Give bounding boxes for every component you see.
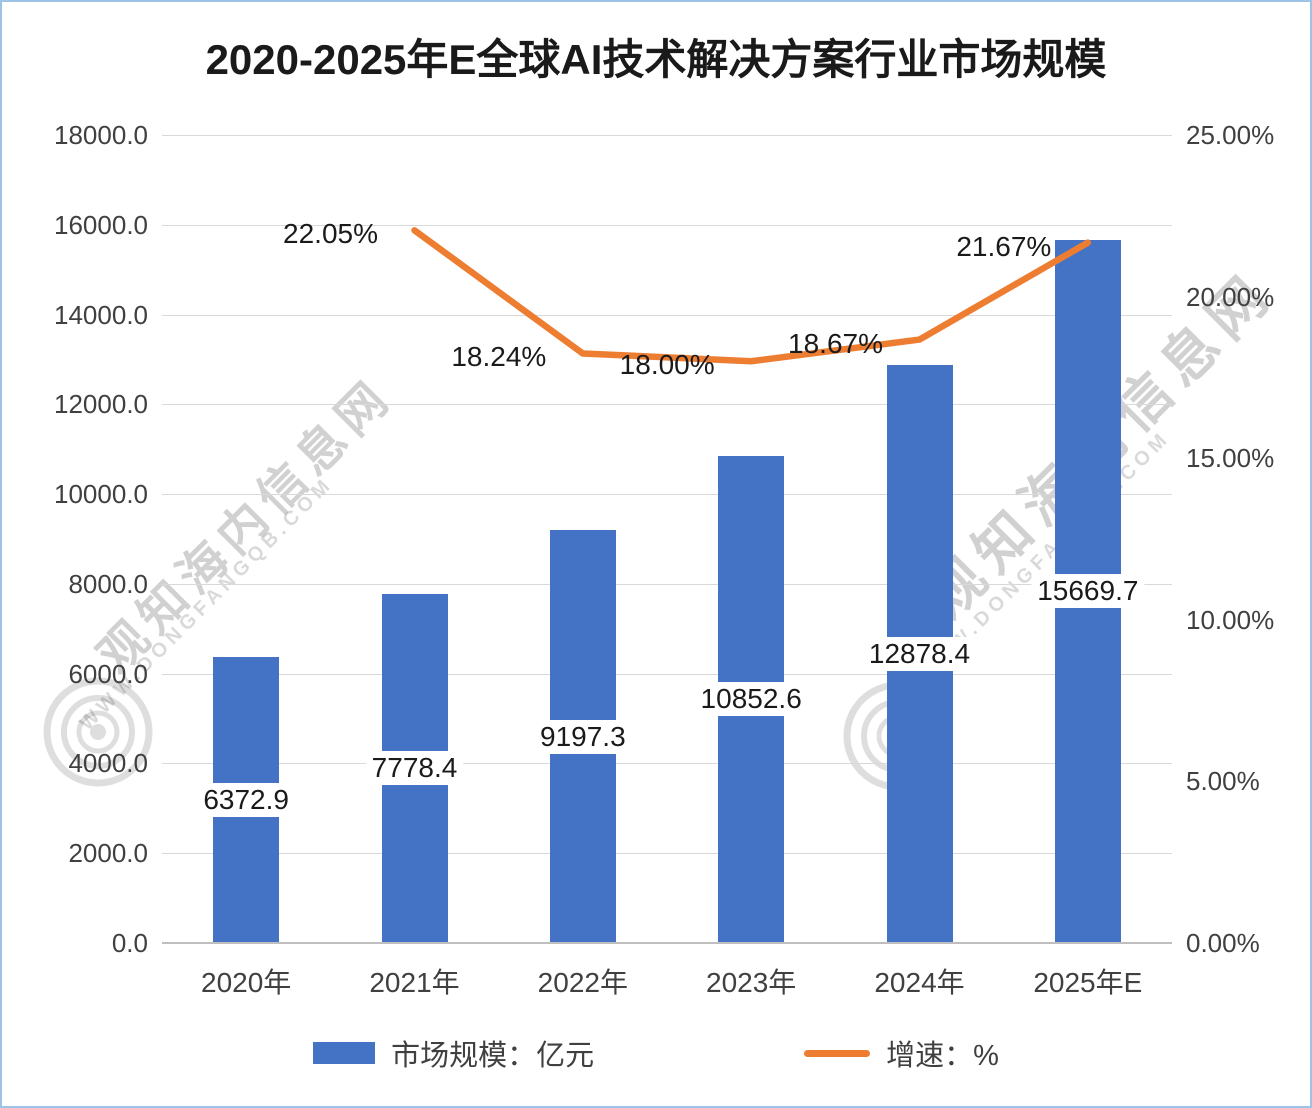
secondary-axis-tick-label: 20.00%	[1186, 281, 1275, 312]
gridline	[162, 224, 1172, 226]
gridline	[162, 404, 1172, 406]
bar-data-label: 10852.6	[694, 682, 808, 717]
line-series-swatch-icon	[804, 1049, 871, 1057]
secondary-axis-tick-label: 15.00%	[1186, 443, 1275, 474]
growth-line	[411, 227, 1092, 365]
secondary-axis-tick-label: 25.00%	[1186, 120, 1275, 150]
x-axis-category-label: 2024年	[874, 967, 965, 998]
x-axis-category-label: 2022年	[537, 967, 628, 998]
bar-series-swatch-icon	[313, 1042, 376, 1064]
primary-axis-tick-label: 14000.0	[54, 299, 148, 330]
x-axis-category-label: 2021年	[369, 967, 460, 998]
chart-title: 2020-2025年E全球AI技术解决方案行业市场规模	[205, 36, 1107, 83]
secondary-axis-tick-label: 5.00%	[1186, 766, 1260, 797]
bar-data-label: 12878.4	[862, 636, 977, 671]
x-axis-category-label: 2025年E	[1033, 967, 1143, 998]
line-data-label: 21.67%	[956, 230, 1052, 262]
primary-axis-tick-label: 0.0	[111, 928, 148, 958]
gridline	[162, 763, 1172, 765]
gridline	[162, 853, 1172, 855]
plot-area: 6372.9 7778.4 9197.3 10852.6 12878.4 15669.7 2…	[162, 135, 1172, 944]
primary-axis-tick-label: 2000.0	[68, 838, 148, 869]
x-axis-line	[162, 942, 1172, 944]
legend: 市场规模：亿元 增速：%	[2, 1032, 1310, 1074]
bar-data-label: 7778.4	[365, 751, 464, 786]
gridline	[162, 494, 1172, 496]
primary-axis-tick-label: 18000.0	[54, 120, 148, 150]
line-data-label: 18.00%	[619, 349, 715, 381]
line-data-label: 22.05%	[283, 218, 378, 250]
primary-axis-tick-label: 12000.0	[54, 389, 148, 420]
line-data-label: 18.67%	[788, 327, 883, 359]
x-axis-category-label: 2023年	[706, 967, 797, 998]
growth-line-chart	[411, 227, 1092, 365]
primary-axis-tick-label: 16000.0	[54, 209, 148, 240]
gridline	[162, 135, 1172, 136]
secondary-axis-tick-label: 0.00%	[1186, 928, 1260, 958]
legend-item-market-size: 市场规模：亿元	[313, 1032, 594, 1074]
x-axis-category-label: 2020年	[201, 967, 292, 998]
legend-label-market-size: 市场规模：亿元	[391, 1040, 595, 1072]
line-data-label: 18.24%	[451, 341, 547, 373]
gridline	[162, 673, 1172, 675]
primary-axis-tick-label: 4000.0	[68, 748, 148, 779]
bar-data-label: 9197.3	[534, 719, 632, 754]
secondary-axis-tick-label: 10.00%	[1186, 604, 1275, 635]
gridline	[162, 583, 1172, 585]
bar-data-label: 6372.9	[197, 782, 295, 817]
primary-axis-tick-label: 8000.0	[68, 568, 148, 599]
gridline	[162, 314, 1172, 316]
legend-label-growth-rate: 增速：%	[886, 1040, 999, 1072]
primary-axis-tick-label: 6000.0	[68, 658, 148, 689]
legend-item-growth-rate: 增速：%	[804, 1032, 999, 1074]
bar-data-label: 15669.7	[1031, 574, 1145, 609]
primary-axis-tick-label: 10000.0	[54, 479, 148, 510]
